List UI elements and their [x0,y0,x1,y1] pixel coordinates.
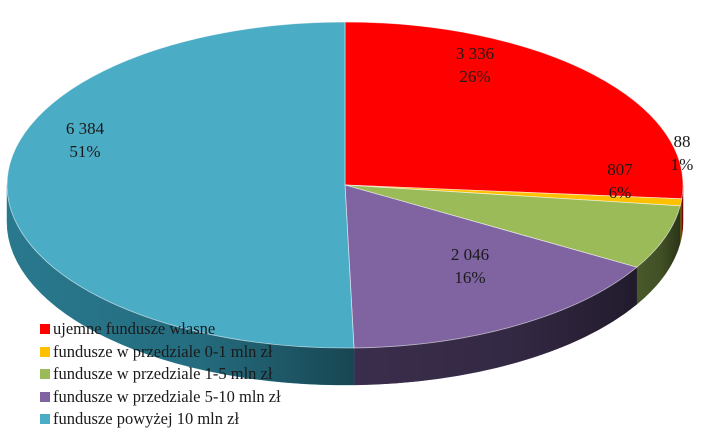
pie-slice-side-shade [636,205,681,305]
legend-label: ujemne fundusze własne [53,319,216,338]
slice-percent-label: 1% [671,155,694,174]
legend-swatch [40,346,50,357]
slice-value-label: 807 [607,160,633,179]
pie-slice-side-shade [353,267,637,385]
legend-swatch [40,414,50,425]
pie-slice-side-shade [680,198,682,243]
legend-item: fundusze w przedziale 1-5 mln zł [40,363,281,386]
legend-swatch [40,369,50,380]
slice-percent-label: 16% [454,268,485,287]
pie-slice [344,184,681,268]
legend-item: fundusze powyżej 10 mln zł [40,408,281,431]
legend-item: fundusze w przedziale 5-10 mln zł [40,386,281,409]
slice-value-label: 3 336 [456,44,494,63]
pie-slice [344,184,638,349]
legend-label: fundusze w przedziale 1-5 mln zł [53,364,273,383]
pie-slice [6,21,355,349]
legend-swatch [40,324,50,335]
legend-swatch [40,391,50,402]
slice-percent-label: 51% [69,142,100,161]
pie-slice [344,21,684,200]
slice-value-label: 88 [674,132,691,151]
chart-legend: ujemne fundusze własne fundusze w przedzi… [40,318,281,431]
slice-percent-label: 6% [609,183,632,202]
legend-label: fundusze w przedziale 5-10 mln zł [53,386,281,406]
legend-label: fundusze w przedziale 0-1 mln zł [53,341,273,361]
slice-value-label: 2 046 [451,245,489,264]
slice-percent-label: 26% [459,67,490,86]
legend-item: fundusze w przedziale 0-1 mln zł [40,341,281,364]
slice-value-label: 6 384 [66,119,105,138]
legend-item: ujemne fundusze własne [40,318,281,341]
legend-label: fundusze powyżej 10 mln zł [53,409,240,428]
pie-slice-side-shade [7,185,354,386]
